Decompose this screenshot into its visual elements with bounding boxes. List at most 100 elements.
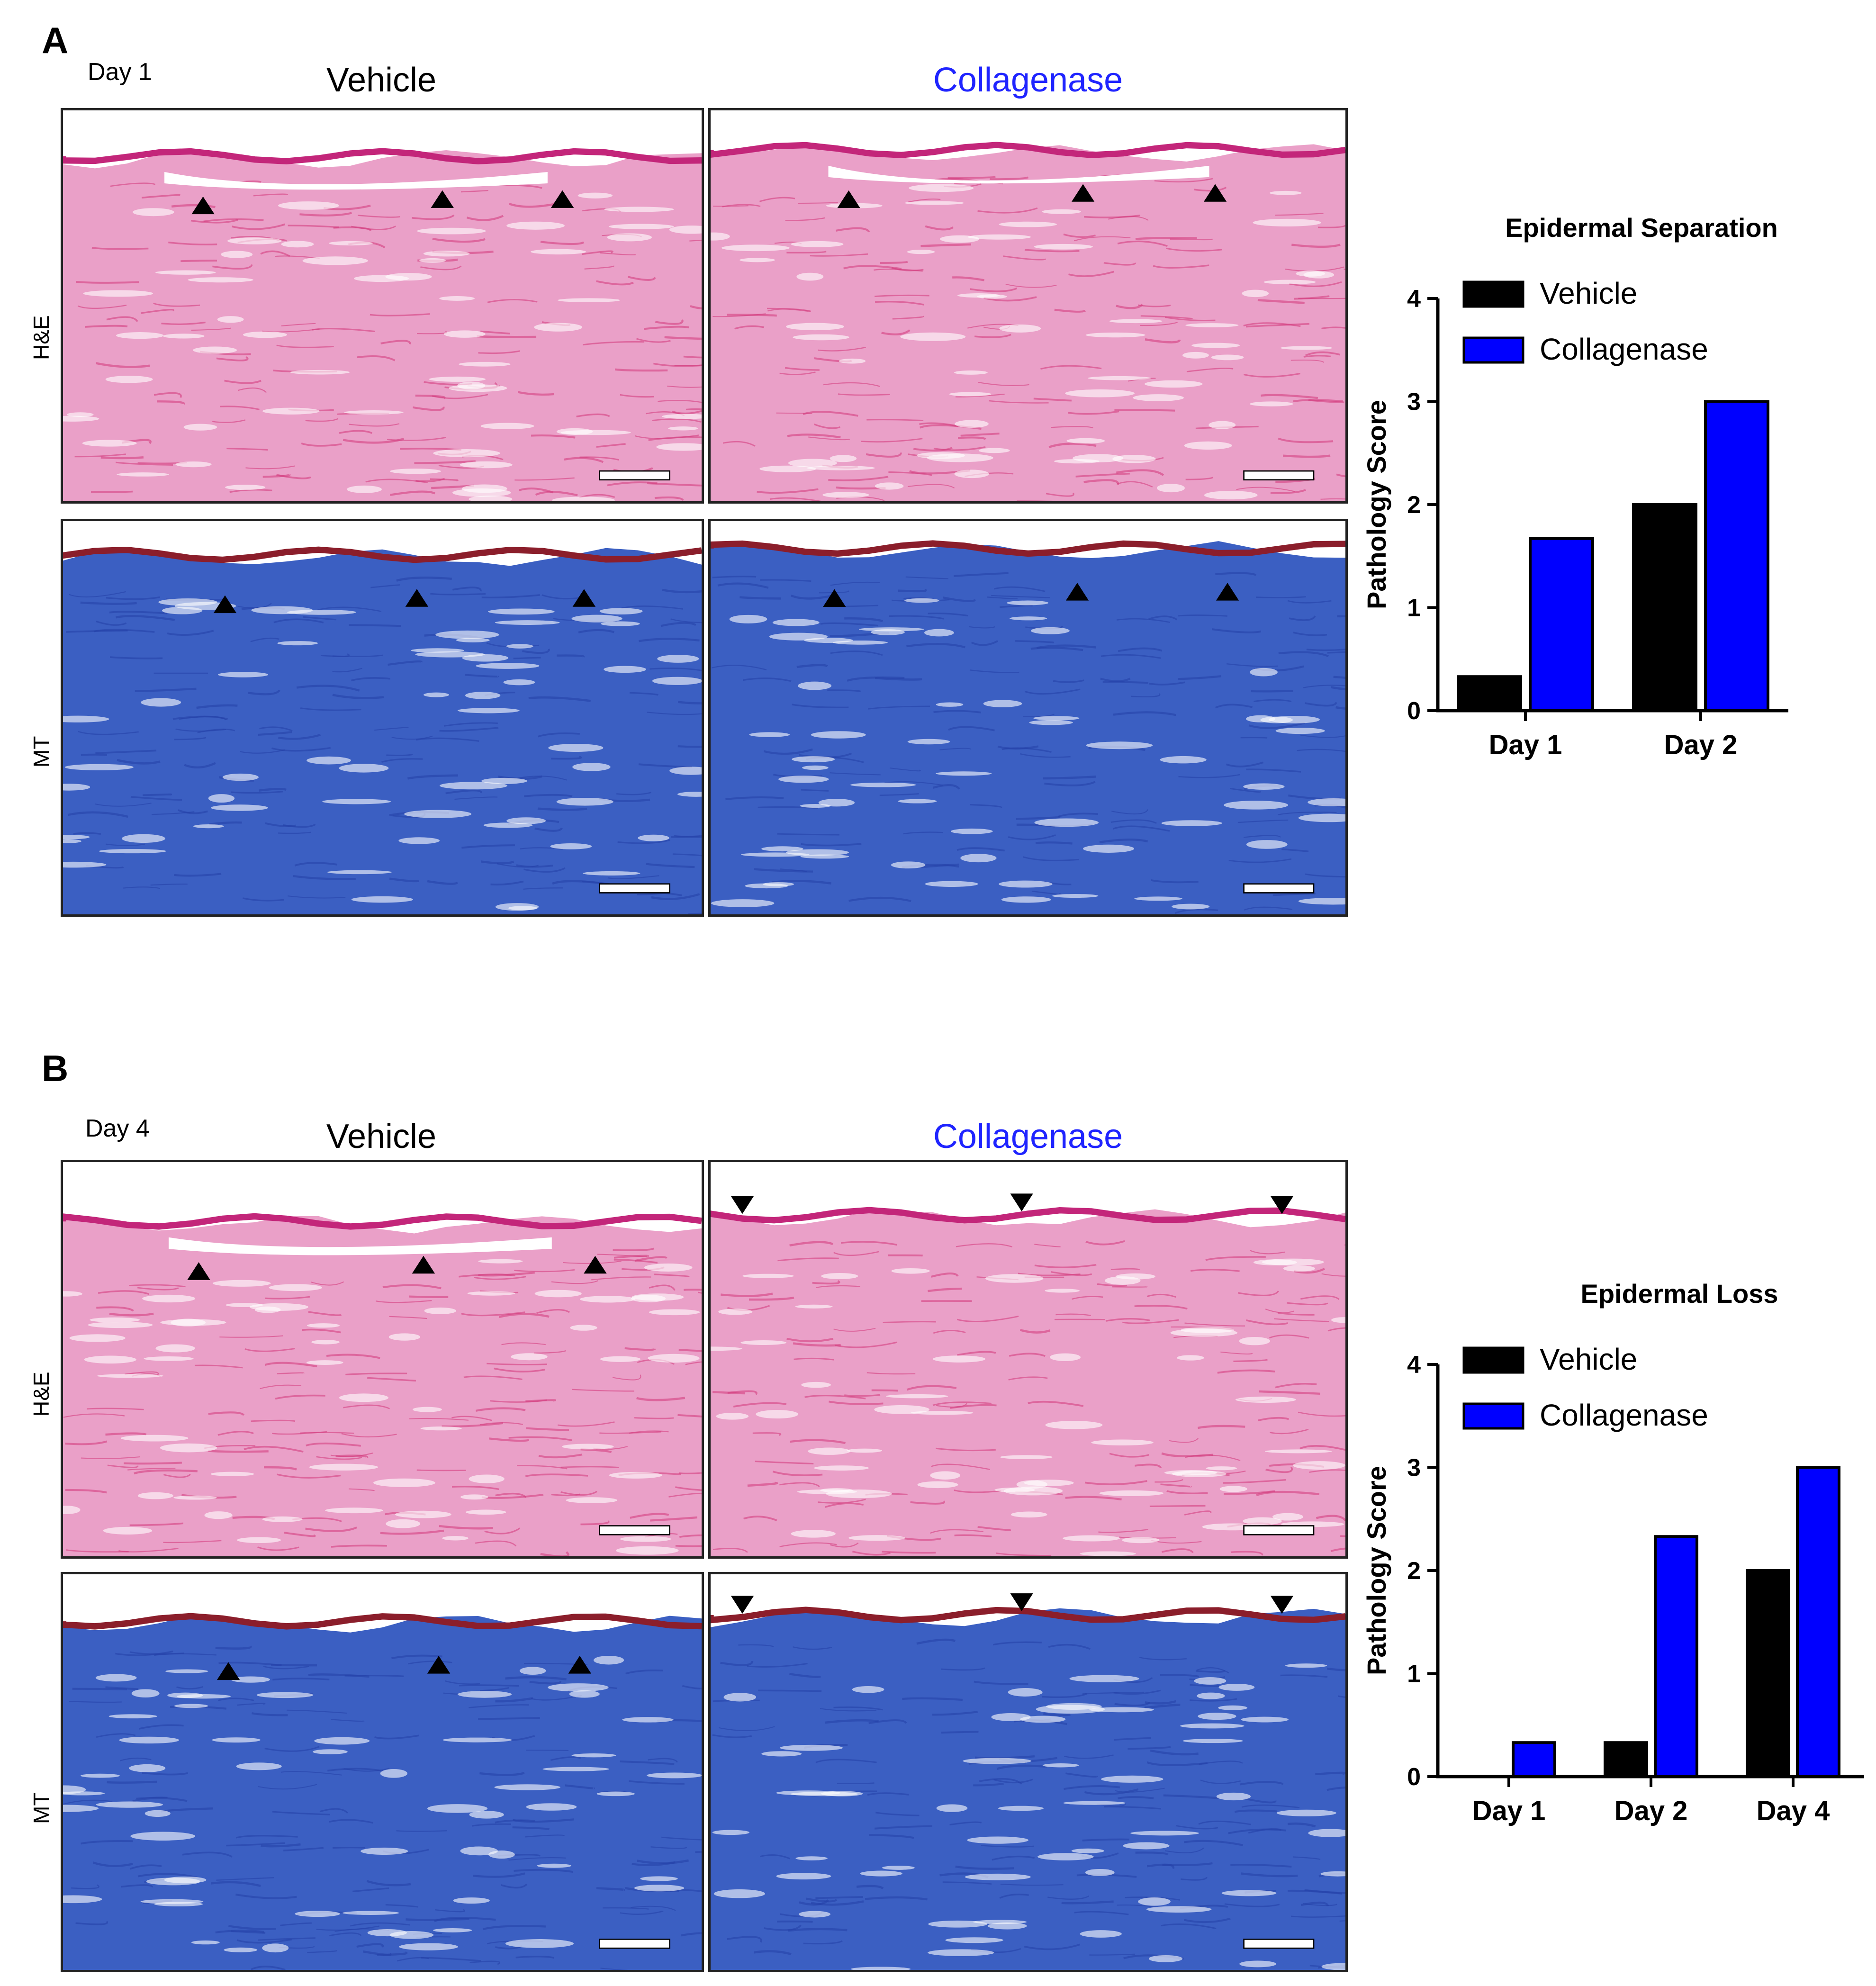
fiber-strand [107,1780,157,1784]
tissue-gap [596,1791,635,1796]
tissue-gap [222,773,259,781]
fiber-strand [874,268,923,272]
tissue-gap [1280,346,1333,350]
tissue-gap [537,1863,571,1868]
fiber-strand [634,1417,674,1419]
tissue-gap [761,1751,802,1757]
tissue-gap [967,1836,1028,1844]
tissue-gap [742,1273,794,1278]
tissue-gap [772,619,820,626]
tissue-gap [433,449,500,458]
tissue-gap [599,608,643,615]
fiber-strand [1073,236,1131,242]
tissue-gap [1276,1809,1336,1816]
fiber-strand [208,1411,245,1416]
fiber-strand [130,796,182,801]
fiber-strand [607,875,659,879]
bar-collagenase-day-1 [1529,537,1594,713]
fiber-strand [1135,1851,1169,1856]
tissue-gap [506,817,546,824]
fiber-strand [209,821,242,825]
fiber-strand [350,1922,410,1927]
fiber-strand [1009,1353,1046,1357]
fiber-strand [1305,702,1337,707]
fiber-strand [415,737,479,742]
legend-label-vehicle: Vehicle [1540,276,1637,310]
fiber-strand [220,406,260,410]
tissue-gap [1034,244,1093,250]
tissue-gap [444,330,486,338]
tissue-gap [144,1810,171,1817]
fiber-strand [264,1746,320,1752]
fiber-strand [1046,492,1074,497]
fiber-strand [219,1335,283,1338]
fiber-strand [933,1330,966,1334]
fiber-strand [1287,1822,1316,1828]
tissue-gap [1235,1396,1296,1403]
fiber-strand [933,446,986,451]
fiber-strand [528,696,591,702]
down-arrowhead-marker [731,1596,754,1614]
fiber-strand [134,1469,198,1475]
fiber-strand [351,677,390,682]
tissue-gap [534,323,583,332]
down-arrowhead-marker [1270,1596,1294,1614]
fiber-strand [603,1907,649,1910]
tissue-gap [1030,627,1070,634]
fiber-strand [551,756,582,760]
tissue-gap [218,672,269,677]
tissue-gap [656,443,702,451]
tissue-gap [277,641,318,646]
tissue-gap [212,1737,261,1743]
tissue-gap [231,1676,270,1683]
fiber-strand [1175,1825,1218,1830]
fiber-strand [475,1540,517,1547]
panel-b-mt-row-label: MT [29,1792,54,1824]
tissue-gap [1194,1677,1227,1685]
fiber-strand [261,1843,301,1848]
fiber-strand [1023,713,1055,717]
fiber-strand [1099,839,1148,844]
fiber-strand [161,321,206,325]
fiber-strand [667,385,702,388]
a-mt-vehicle-image [61,519,704,917]
fiber-strand [960,433,1000,437]
fiber-strand [565,1784,595,1789]
fiber-strand [1139,1657,1187,1661]
fiber-strand [115,1650,173,1656]
fiber-strand [981,1845,1034,1848]
fiber-strand [190,219,238,224]
fiber-strand [551,1493,580,1497]
fiber-strand [838,393,890,396]
fiber-strand [293,875,356,880]
tissue-gap [1001,896,1051,903]
tissue-gap [419,258,446,263]
tissue-gap [353,275,409,282]
tissue-gap [847,1448,883,1453]
fiber-strand [434,1917,496,1923]
tissue-gap [1296,271,1326,277]
fiber-strand [690,305,702,310]
tissue-gap [415,651,485,658]
fiber-strand [1274,1318,1329,1322]
tissue-gap [361,1847,408,1855]
fiber-strand [898,588,927,593]
tissue-gap [570,1325,597,1331]
tissue-gap [1148,1955,1183,1962]
tissue-gap [1134,896,1182,901]
tissue-gap [796,272,824,281]
fiber-strand [660,622,696,627]
tissue-gap [649,1309,700,1316]
fiber-strand [996,1764,1047,1770]
up-arrowhead-marker [412,1255,435,1274]
tissue-gap [963,1758,1032,1764]
fiber-strand [92,1861,133,1867]
fiber-strand [343,1404,390,1409]
fiber-strand [305,418,339,422]
tissue-gap [167,1692,203,1698]
fiber-strand [85,325,128,328]
tissue-gap [1253,1259,1297,1265]
tissue-gap [307,756,351,765]
tissue-gap [1243,783,1285,790]
fiber-strand [137,1287,179,1291]
